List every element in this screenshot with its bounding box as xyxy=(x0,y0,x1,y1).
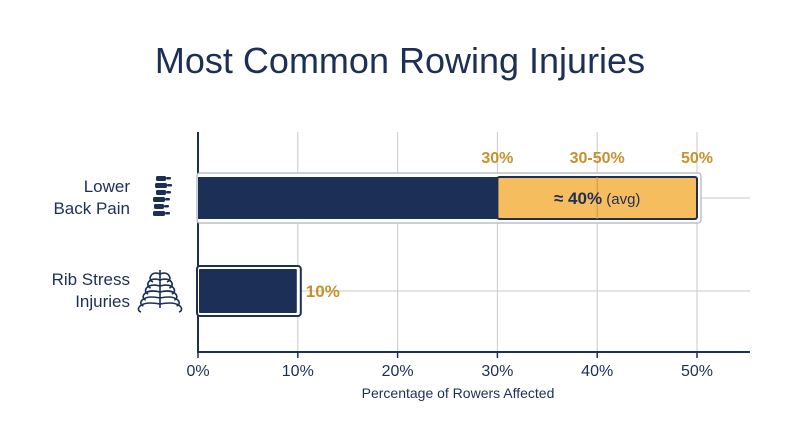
ribcage-icon xyxy=(137,270,183,313)
category-label-line: Injuries xyxy=(75,292,130,311)
average-prefix: ≈ xyxy=(554,189,568,208)
spine-vertebra xyxy=(156,176,166,181)
ribcage-rib-right xyxy=(159,302,183,313)
ribcage-rib-left xyxy=(142,290,161,301)
x-tick-label: 30% xyxy=(481,363,513,380)
range-span-label: 30-50% xyxy=(570,150,625,167)
bar-value-label-rib-stress: 10% xyxy=(306,282,340,301)
chart-title: Most Common Rowing Injuries xyxy=(154,40,646,81)
x-axis-label: Percentage of Rowers Affected xyxy=(362,385,555,401)
range-low-label: 30% xyxy=(481,150,513,167)
category-label-line: Lower xyxy=(84,177,131,196)
average-suffix: (avg) xyxy=(602,191,640,208)
spine-vertebra xyxy=(155,183,167,188)
ribcage-rib-right xyxy=(159,284,176,295)
ribcage-rib-right xyxy=(159,272,171,283)
ribcage-rib-right xyxy=(159,290,178,301)
average-label: ≈ 40% (avg) xyxy=(554,189,640,208)
bar-lower-back xyxy=(198,177,498,219)
ribcage-rib-left xyxy=(147,278,161,289)
spine-vertebra xyxy=(153,211,165,216)
spine-vertebra xyxy=(154,204,164,209)
x-tick-label: 40% xyxy=(581,363,613,380)
ribcage-rib-left xyxy=(149,272,161,283)
ribcage-rib-left xyxy=(144,284,161,295)
average-value: 40% xyxy=(568,189,602,208)
spine-process xyxy=(166,191,171,194)
x-tick-label: 10% xyxy=(282,363,314,380)
x-tick-label: 20% xyxy=(382,363,414,380)
bar-rib-stress xyxy=(199,269,297,313)
spine-process xyxy=(167,184,172,187)
spine-process xyxy=(165,212,170,215)
spine-icon xyxy=(153,176,172,216)
range-high-label: 50% xyxy=(681,150,713,167)
x-tick-label: 50% xyxy=(681,363,713,380)
spine-process xyxy=(165,198,170,201)
ribcage-rib-right xyxy=(159,278,173,289)
ribcage-rib-left xyxy=(137,302,161,313)
category-label-line: Rib Stress xyxy=(52,270,130,289)
spine-vertebra xyxy=(156,190,166,195)
spine-process xyxy=(164,205,169,208)
x-tick-label: 0% xyxy=(186,363,209,380)
spine-vertebra xyxy=(153,197,165,202)
category-label-line: Back Pain xyxy=(53,199,130,218)
spine-process xyxy=(166,177,171,180)
